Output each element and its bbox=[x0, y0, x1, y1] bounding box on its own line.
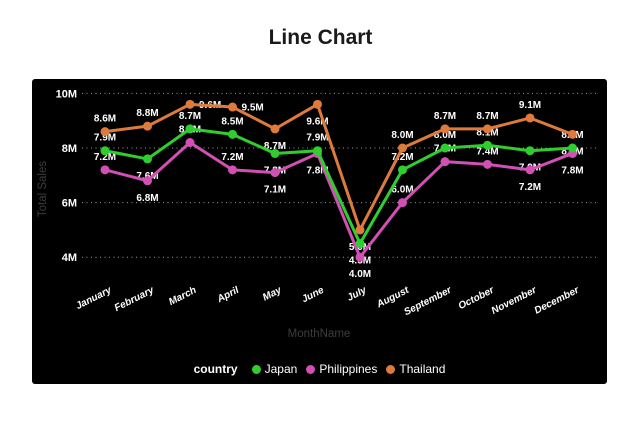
data-point-thailand-6[interactable] bbox=[355, 225, 365, 235]
data-label-philippines-9: 7.4M bbox=[476, 146, 498, 157]
data-point-thailand-3[interactable] bbox=[228, 102, 237, 112]
data-label-japan-0: 7.9M bbox=[94, 133, 116, 144]
data-label-philippines-4: 7.1M bbox=[264, 185, 286, 196]
data-label-philippines-6: 4.0M bbox=[349, 269, 371, 280]
x-tick-january: January bbox=[74, 285, 114, 312]
x-tick-september: September bbox=[402, 284, 454, 318]
x-tick-june: June bbox=[300, 285, 326, 306]
data-point-thailand-4[interactable] bbox=[270, 124, 280, 134]
data-point-thailand-10[interactable] bbox=[525, 113, 535, 123]
x-tick-july: July bbox=[346, 285, 369, 304]
legend-items: Japan Philippines Thailand bbox=[251, 362, 445, 376]
data-label-thailand-3: 9.5M bbox=[242, 103, 264, 114]
data-point-philippines-6[interactable] bbox=[355, 252, 365, 262]
data-point-philippines-7[interactable] bbox=[398, 198, 407, 208]
legend-dot-japan bbox=[251, 364, 261, 374]
data-point-philippines-0[interactable] bbox=[100, 165, 110, 175]
data-label-thailand-10: 9.1M bbox=[519, 100, 541, 111]
data-label-philippines-5: 7.8M bbox=[306, 165, 328, 176]
legend-dot-thailand bbox=[386, 364, 396, 374]
legend-item-thailand[interactable]: Thailand bbox=[386, 362, 445, 376]
data-point-japan-11[interactable] bbox=[568, 143, 577, 153]
x-tick-march: March bbox=[167, 285, 198, 308]
x-tick-december: December bbox=[533, 284, 582, 316]
data-point-thailand-9[interactable] bbox=[483, 124, 492, 134]
data-point-japan-3[interactable] bbox=[228, 129, 237, 139]
data-label-japan-5: 7.9M bbox=[306, 133, 328, 144]
x-axis-title: MonthName bbox=[288, 328, 351, 340]
data-point-japan-9[interactable] bbox=[483, 140, 492, 150]
y-tick-6M: 6M bbox=[62, 198, 77, 210]
data-label-japan-8: 8.0M bbox=[434, 130, 456, 141]
data-point-philippines-8[interactable] bbox=[440, 157, 450, 167]
legend-label-philippines: Philippines bbox=[319, 362, 378, 376]
data-point-japan-8[interactable] bbox=[440, 143, 450, 153]
data-label-philippines-11: 7.8M bbox=[561, 165, 583, 176]
y-tick-8M: 8M bbox=[62, 143, 77, 155]
data-point-philippines-9[interactable] bbox=[483, 159, 492, 169]
data-point-philippines-3[interactable] bbox=[228, 165, 237, 175]
series-line-philippines bbox=[103, 141, 574, 259]
data-point-thailand-8[interactable] bbox=[440, 124, 450, 134]
x-tick-february: February bbox=[113, 285, 157, 314]
data-point-japan-10[interactable] bbox=[525, 146, 535, 156]
x-tick-november: November bbox=[490, 284, 540, 317]
y-tick-10M: 10M bbox=[56, 88, 77, 100]
x-tick-may: May bbox=[261, 285, 284, 304]
data-point-thailand-7[interactable] bbox=[398, 143, 407, 153]
data-point-thailand-0[interactable] bbox=[100, 127, 110, 137]
data-point-thailand-1[interactable] bbox=[143, 121, 152, 131]
data-label-philippines-0: 7.2M bbox=[94, 152, 116, 163]
data-point-philippines-4[interactable] bbox=[270, 168, 280, 178]
data-label-japan-2: 8.7M bbox=[179, 111, 201, 122]
data-label-philippines-10: 7.2M bbox=[519, 182, 541, 193]
x-tick-april: April bbox=[215, 285, 241, 306]
legend: country Japan Philippines Thailand bbox=[32, 362, 607, 376]
data-point-philippines-1[interactable] bbox=[143, 176, 152, 186]
data-point-japan-0[interactable] bbox=[100, 146, 110, 156]
data-point-japan-1[interactable] bbox=[143, 154, 152, 164]
data-point-japan-6[interactable] bbox=[355, 239, 365, 249]
data-label-thailand-1: 8.8M bbox=[136, 108, 158, 119]
legend-title: country bbox=[193, 362, 238, 376]
data-label-japan-7: 7.2M bbox=[391, 152, 413, 163]
data-label-japan-3: 8.5M bbox=[221, 116, 243, 127]
data-point-thailand-5[interactable] bbox=[313, 99, 322, 109]
data-point-japan-5[interactable] bbox=[313, 146, 322, 156]
data-label-philippines-7: 6.0M bbox=[391, 185, 413, 196]
legend-item-japan[interactable]: Japan bbox=[251, 362, 298, 376]
series-line-thailand bbox=[103, 102, 574, 232]
data-label-thailand-5: 9.6M bbox=[306, 116, 328, 127]
y-axis-title: Total Sales bbox=[37, 161, 49, 218]
data-point-japan-7[interactable] bbox=[398, 165, 407, 175]
data-label-thailand-8: 8.7M bbox=[434, 111, 456, 122]
data-point-philippines-2[interactable] bbox=[185, 138, 195, 148]
data-point-japan-4[interactable] bbox=[270, 148, 280, 158]
legend-label-japan: Japan bbox=[264, 362, 298, 376]
data-point-japan-2[interactable] bbox=[185, 124, 195, 134]
chart-panel: 10M 8M 6M 4M Total Sales January February March… bbox=[32, 79, 607, 384]
legend-item-philippines[interactable]: Philippines bbox=[306, 362, 377, 376]
data-label-philippines-1: 6.8M bbox=[136, 193, 158, 204]
data-point-thailand-2[interactable] bbox=[185, 99, 195, 109]
data-label-thailand-9: 8.7M bbox=[476, 111, 498, 122]
page-title: Line Chart bbox=[268, 26, 373, 49]
data-point-thailand-11[interactable] bbox=[568, 129, 577, 139]
data-label-thailand-0: 8.6M bbox=[94, 114, 116, 125]
y-tick-4M: 4M bbox=[62, 252, 77, 264]
legend-label-thailand: Thailand bbox=[399, 362, 446, 376]
data-label-thailand-7: 8.0M bbox=[391, 130, 413, 141]
line-chart[interactable]: 10M 8M 6M 4M Total Sales January February March… bbox=[32, 79, 607, 347]
series-line-japan bbox=[103, 127, 574, 246]
data-point-philippines-10[interactable] bbox=[525, 165, 535, 175]
data-label-philippines-3: 7.2M bbox=[221, 152, 243, 163]
data-label-thailand-4: 8.7M bbox=[264, 141, 286, 152]
legend-dot-philippines bbox=[306, 364, 316, 374]
